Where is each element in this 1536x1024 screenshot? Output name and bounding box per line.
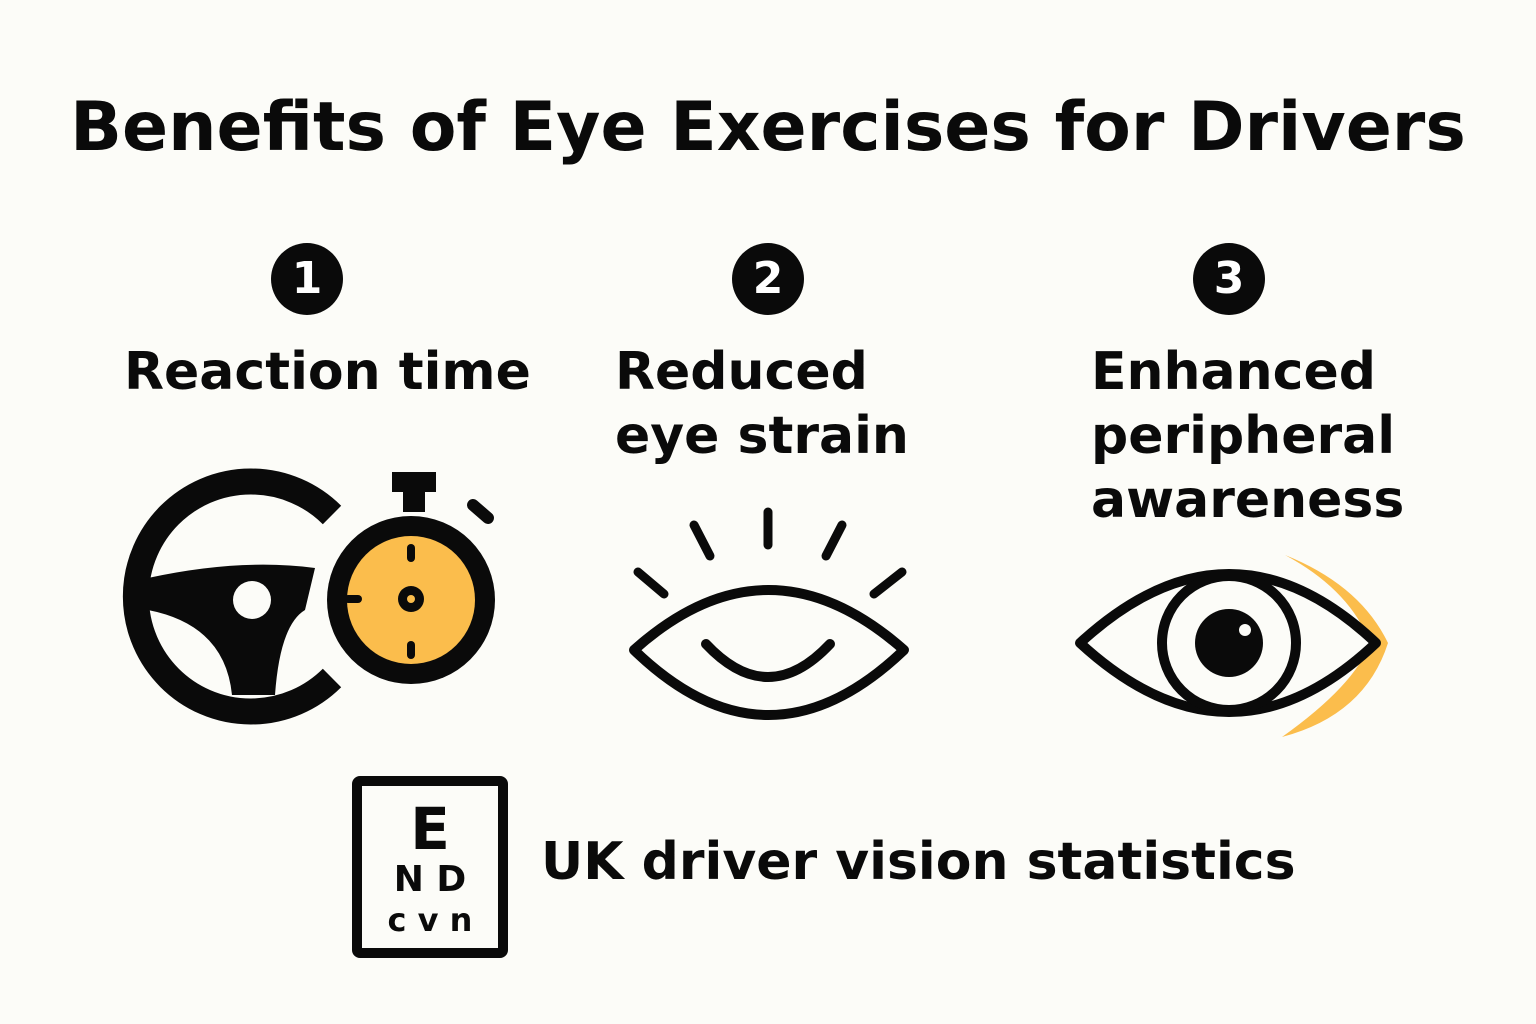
eye-peripheral-icon [1075, 555, 1388, 737]
page-title: Benefits of Eye Exercises for Drivers [70, 88, 1466, 167]
relaxed-eye-icon [629, 507, 909, 720]
label-line: eye strain [615, 406, 909, 466]
svg-text:N D: N D [394, 859, 467, 900]
label-line: Enhanced [1091, 342, 1376, 402]
ray [633, 567, 669, 599]
label-line: awareness [1091, 470, 1405, 530]
label-line: Reduced [615, 342, 868, 402]
step-number-3: 3 [1193, 243, 1265, 315]
benefit-label-eye-strain: Reduced eye strain [615, 340, 909, 468]
ray [689, 520, 715, 561]
stopwatch-icon [327, 472, 495, 684]
ray [869, 567, 907, 599]
step-number-2: 2 [732, 243, 804, 315]
steering-wheel-stopwatch-icon [122, 468, 495, 725]
step-number-1: 1 [271, 243, 343, 315]
steering-wheel-icon [122, 468, 342, 725]
benefit-label-reaction-time: Reaction time [124, 340, 531, 404]
svg-text:c v n: c v n [388, 901, 473, 939]
uk-driver-vision-statistics: UK driver vision statistics [541, 832, 1296, 892]
svg-text:E: E [410, 795, 450, 863]
eye-chart-icon: E N D c v n [352, 776, 508, 958]
benefit-label-peripheral: Enhanced peripheral awareness [1091, 340, 1404, 532]
label-line: peripheral [1091, 406, 1396, 466]
label-line: Reaction time [124, 342, 531, 402]
ray [821, 520, 847, 561]
